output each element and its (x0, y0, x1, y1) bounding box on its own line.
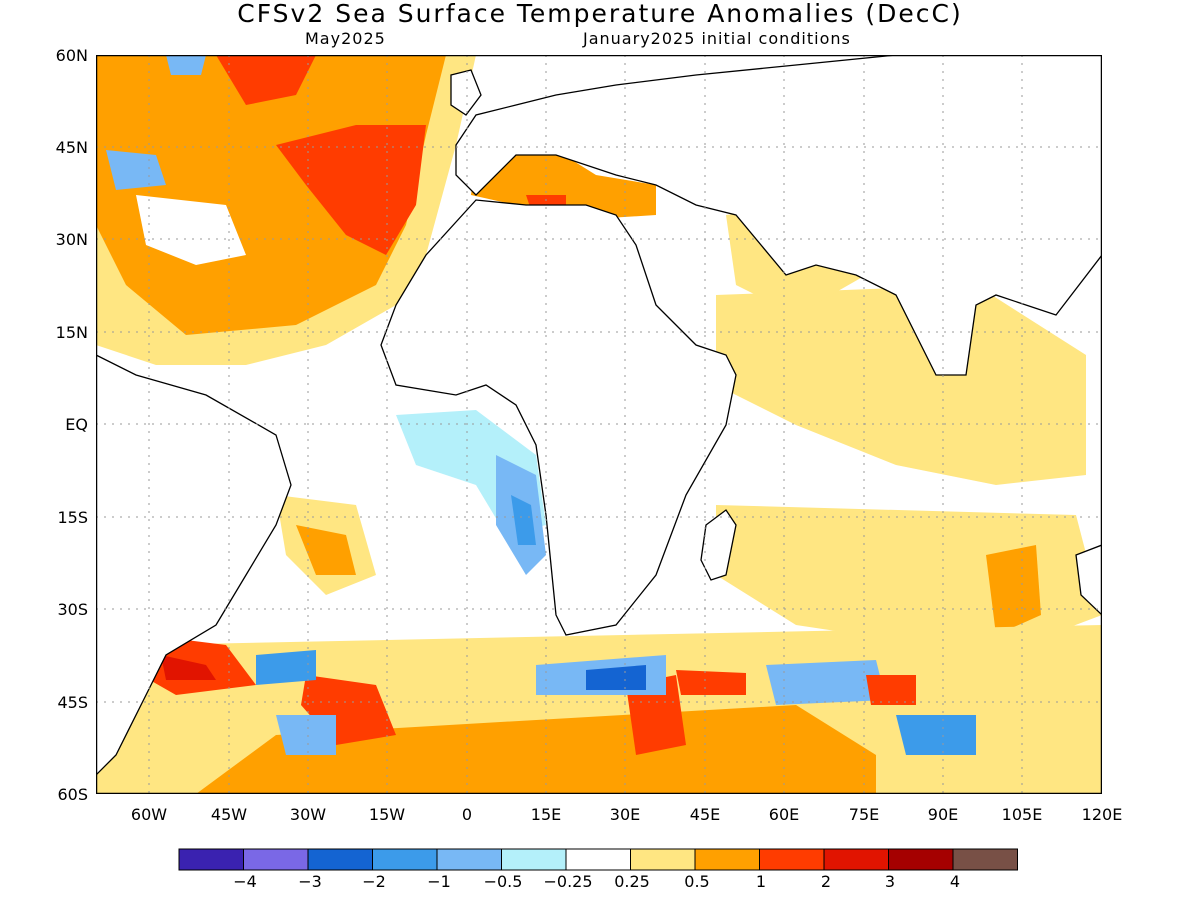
colorbar-cell (178, 848, 244, 871)
lon-label-0: 0 (461, 805, 473, 824)
south-cool-3 (766, 660, 886, 705)
n-atlantic-cool-2 (166, 55, 206, 75)
colorbar-cell (630, 848, 696, 871)
southern-warm-band-2 (196, 705, 876, 794)
greenland-uk-outline (450, 69, 482, 116)
colorbar-cell (823, 848, 889, 871)
colorbar-cell (759, 848, 825, 871)
coastlines (96, 55, 1102, 776)
mediterranean-warm (471, 150, 656, 220)
colorbar-label: 0.25 (614, 872, 650, 891)
colorbar-cell (565, 848, 631, 871)
lon-label-120e: 120E (1081, 805, 1123, 824)
brazil-warm-core (296, 525, 356, 575)
lon-label-105e: 105E (1001, 805, 1043, 824)
colorbar-cell (436, 848, 502, 871)
south-cool-4 (896, 715, 976, 755)
south-hot-2 (676, 670, 746, 695)
sst-anomaly-map (96, 55, 1102, 794)
map-title: CFSv2 Sea Surface Temperature Anomalies … (237, 0, 963, 28)
lon-label-60e: 60E (768, 805, 800, 824)
lat-label-15n: 15N (55, 323, 88, 342)
anomaly-fields (96, 55, 1102, 794)
lat-label-60n: 60N (55, 46, 88, 65)
south-hot-3 (866, 675, 916, 705)
lon-label-30w: 30W (289, 805, 327, 824)
lon-label-60w: 60W (130, 805, 168, 824)
europe-asia-outline (455, 55, 1102, 376)
lat-label-30n: 30N (55, 230, 88, 249)
colorbar-cell (307, 848, 373, 871)
lat-label-30s: 30S (57, 600, 88, 619)
colorbar-label: −0.5 (483, 872, 523, 891)
lon-label-15e: 15E (530, 805, 562, 824)
indian-ocean-weak-warm (716, 285, 1086, 485)
colorbar-label: 3 (884, 872, 896, 891)
colorbar-label: 0.5 (684, 872, 710, 891)
grid-lines (96, 55, 1102, 794)
lat-label-45n: 45N (55, 138, 88, 157)
lat-label-45s: 45S (57, 693, 88, 712)
colorbar-label: −2 (362, 872, 386, 891)
lon-label-45e: 45E (689, 805, 721, 824)
colorbar (178, 848, 1018, 871)
benguela-cool-core (511, 495, 536, 545)
colorbar-label: −3 (298, 872, 322, 891)
madagascar-outline (700, 509, 737, 581)
lat-label-eq: EQ (65, 415, 88, 434)
colorbar-cell (888, 848, 954, 871)
south-cool-core (586, 665, 646, 690)
n-atlantic-cool (106, 150, 166, 190)
lon-label-90e: 90E (927, 805, 959, 824)
colorbar-label: 2 (820, 872, 832, 891)
africa-outline (380, 199, 737, 636)
colorbar-label: −4 (233, 872, 257, 891)
south-cool-1 (256, 650, 316, 685)
n-atlantic-white-1 (136, 195, 246, 265)
lat-label-60s: 60S (57, 785, 88, 804)
south-indian-warm-blob (986, 545, 1041, 635)
falklands-core (161, 655, 216, 680)
colorbar-label: −0.25 (543, 872, 593, 891)
map-border (96, 55, 1102, 794)
colorbar-cell (952, 848, 1018, 871)
target-month: May2025 (305, 29, 386, 48)
colorbar-cell (694, 848, 760, 871)
south-cool-5 (276, 715, 336, 755)
lat-label-15s: 15S (57, 508, 88, 527)
n-atlantic-hot-1 (276, 125, 426, 255)
colorbar-label: 1 (755, 872, 767, 891)
colorbar-label: −1 (427, 872, 451, 891)
colorbar-label: 4 (949, 872, 961, 891)
lon-label-15w: 15W (368, 805, 406, 824)
lon-label-30e: 30E (609, 805, 641, 824)
colorbar-cell (372, 848, 438, 871)
lon-label-45w: 45W (210, 805, 248, 824)
lon-label-75e: 75E (848, 805, 880, 824)
australia-outline (1075, 544, 1102, 616)
n-atlantic-hot-2 (216, 55, 316, 105)
south-america-outline (96, 354, 292, 776)
colorbar-cell (501, 848, 567, 871)
colorbar-cell (243, 848, 309, 871)
initial-conditions-label: January2025 initial conditions (583, 29, 851, 48)
